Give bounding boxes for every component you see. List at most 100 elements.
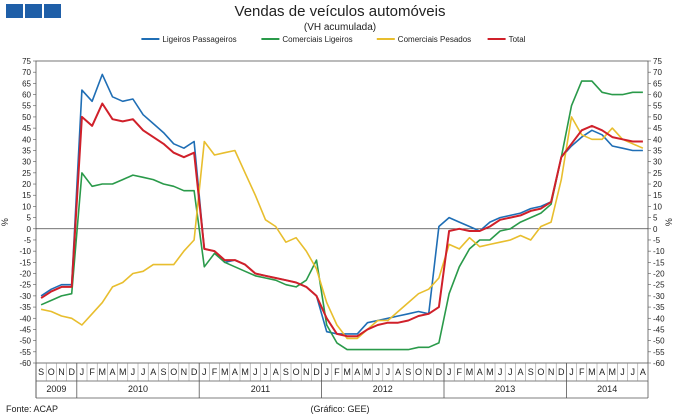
y-tick-label-left: -60 — [19, 359, 31, 368]
month-tick-label: S — [528, 367, 534, 377]
logo — [6, 4, 63, 23]
y-tick-label-right: -5 — [653, 236, 661, 245]
y-tick-label-left: 25 — [22, 169, 31, 178]
y-tick-label-left: 5 — [27, 214, 32, 223]
month-tick-label: O — [48, 367, 55, 377]
y-tick-label-left: -55 — [19, 348, 31, 357]
y-tick-label-left: 70 — [22, 68, 31, 77]
y-tick-label-left: 45 — [22, 124, 31, 133]
month-tick-label: O — [170, 367, 177, 377]
year-tick-label: 2010 — [128, 384, 148, 394]
month-tick-label: J — [131, 367, 136, 377]
month-tick-label: M — [609, 367, 617, 377]
y-tick-label-left: 40 — [22, 135, 31, 144]
month-tick-label: M — [466, 367, 474, 377]
month-tick-label: M — [119, 367, 127, 377]
month-tick-label: N — [181, 367, 188, 377]
y-tick-label-right: -15 — [653, 258, 665, 267]
y-tick-label-right: 20 — [653, 180, 662, 189]
year-tick-label: 2014 — [597, 384, 617, 394]
month-tick-label: A — [232, 367, 238, 377]
month-tick-label: N — [548, 367, 555, 377]
y-tick-label-right: 45 — [653, 124, 662, 133]
month-tick-label: D — [68, 367, 75, 377]
legend-label: Ligeiros Passageiros — [162, 35, 236, 44]
y-tick-label-left: 55 — [22, 102, 31, 111]
month-tick-label: D — [191, 367, 198, 377]
month-tick-label: A — [150, 367, 156, 377]
y-tick-label-right: 40 — [653, 135, 662, 144]
month-tick-label: O — [293, 367, 300, 377]
month-tick-label: F — [212, 367, 218, 377]
series-line — [40, 73, 643, 335]
month-tick-label: O — [537, 367, 544, 377]
month-tick-label: A — [273, 367, 279, 377]
logo-square — [25, 4, 42, 18]
legend-label: Comerciais Pesados — [398, 35, 471, 44]
legend-label: Comerciais Ligeiros — [282, 35, 352, 44]
month-tick-label: S — [38, 367, 44, 377]
month-tick-label: M — [241, 367, 249, 377]
month-tick-label: J — [202, 367, 207, 377]
month-tick-label: A — [395, 367, 401, 377]
logo-square — [44, 4, 61, 18]
year-tick-label: 2013 — [495, 384, 515, 394]
y-tick-label-left: -40 — [19, 314, 31, 323]
chart-title: Vendas de veículos automóveis — [234, 3, 446, 20]
y-tick-label-left: -10 — [19, 247, 31, 256]
y-tick-label-right: 35 — [653, 146, 662, 155]
month-tick-label: F — [334, 367, 340, 377]
y-tick-label-left: 50 — [22, 113, 31, 122]
month-tick-label: M — [588, 367, 596, 377]
year-tick-label: 2012 — [373, 384, 393, 394]
y-tick-label-right: 30 — [653, 158, 662, 167]
y-tick-label-right: -45 — [653, 325, 665, 334]
month-tick-label: D — [558, 367, 565, 377]
month-tick-label: S — [405, 367, 411, 377]
month-tick-label: M — [364, 367, 372, 377]
y-tick-label-right: -40 — [653, 314, 665, 323]
y-tick-label-right: 0 — [653, 225, 658, 234]
y-tick-label-right: -10 — [653, 247, 665, 256]
month-tick-label: A — [599, 367, 605, 377]
chart-credit: (Gráfico: GEE) — [310, 404, 370, 414]
y-tick-label-left: 35 — [22, 146, 31, 155]
month-tick-label: J — [80, 367, 85, 377]
y-tick-label-left: -50 — [19, 337, 31, 346]
month-tick-label: J — [375, 367, 380, 377]
month-tick-label: N — [58, 367, 65, 377]
y-tick-label-right: 25 — [653, 169, 662, 178]
y-tick-label-right: -20 — [653, 270, 665, 279]
y-tick-label-left: 10 — [22, 202, 31, 211]
y-axis-label-right: % — [664, 218, 674, 226]
month-tick-label: S — [160, 367, 166, 377]
y-tick-label-left: 15 — [22, 191, 31, 200]
y-tick-label-left: 75 — [22, 57, 31, 66]
y-tick-label-right: 65 — [653, 79, 662, 88]
month-tick-label: M — [486, 367, 494, 377]
y-tick-label-left: 65 — [22, 79, 31, 88]
y-tick-label-right: -30 — [653, 292, 665, 301]
month-tick-label: J — [141, 367, 146, 377]
month-tick-label: M — [221, 367, 229, 377]
y-tick-label-right: 5 — [653, 214, 658, 223]
y-tick-label-right: -25 — [653, 281, 665, 290]
chart-subtitle: (VH acumulada) — [303, 22, 377, 33]
source-note: Fonte: ACAP — [6, 404, 59, 414]
legend-label: Total — [509, 35, 526, 44]
month-tick-label: J — [447, 367, 452, 377]
month-tick-label: S — [283, 367, 289, 377]
month-tick-label: J — [263, 367, 268, 377]
year-tick-label: 2009 — [46, 384, 66, 394]
month-tick-label: A — [109, 367, 115, 377]
month-tick-label: J — [508, 367, 513, 377]
month-tick-label: J — [386, 367, 391, 377]
month-tick-label: A — [477, 367, 483, 377]
plot-frame — [35, 60, 649, 364]
y-tick-label-left: -5 — [24, 236, 32, 245]
y-tick-label-right: 75 — [653, 57, 662, 66]
month-tick-label: N — [425, 367, 432, 377]
month-tick-label: J — [569, 367, 574, 377]
y-tick-label-right: -35 — [653, 303, 665, 312]
